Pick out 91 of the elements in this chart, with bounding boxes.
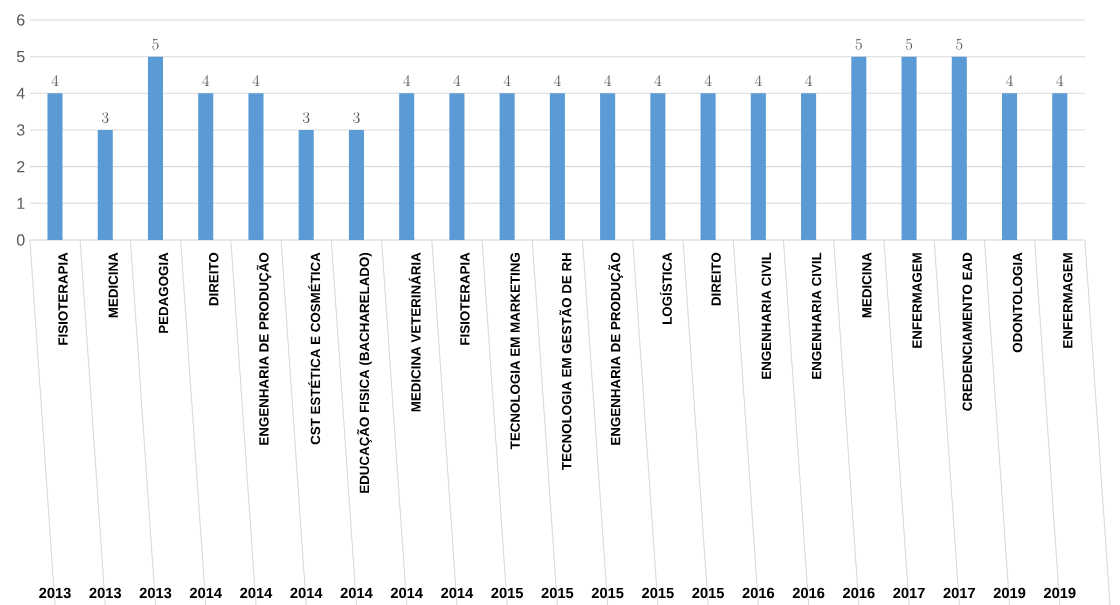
data-label: 5 (855, 38, 862, 50)
bar (851, 56, 867, 240)
text: 2014 (441, 587, 474, 599)
data-label: 4 (202, 75, 210, 86)
data-label: 4 (1006, 75, 1013, 86)
x-tick-label: LOGÍSTICA (659, 252, 672, 324)
text: 2017 (943, 587, 975, 599)
x-tick-label: PEDAGOGIA (158, 252, 169, 333)
x-tick-label: ENFERMAGEM (912, 253, 922, 348)
text: 2015 (591, 587, 624, 599)
bar (248, 93, 264, 240)
bar (47, 93, 63, 240)
bar (348, 129, 364, 240)
x-tick-label: ODONTOLOGIA (1012, 252, 1023, 353)
data-label: 4 (252, 75, 260, 86)
text: 2015 (692, 587, 724, 599)
text: 2015 (491, 587, 524, 599)
y-tick-label: 6 (17, 14, 25, 26)
text: 2013 (89, 587, 122, 599)
text: 2017 (893, 587, 925, 599)
bar (399, 93, 415, 240)
data-label: 5 (152, 38, 159, 50)
bar (1052, 93, 1068, 240)
text: 2016 (843, 587, 875, 599)
text: 2015 (541, 587, 574, 599)
x-tick-label: EDUCAÇÃO FISICA (BACHARELADO) (357, 252, 372, 493)
x-tick-label: MEDICINA (862, 252, 872, 318)
bar (1001, 93, 1018, 240)
y-tick-label: 1 (17, 197, 25, 209)
data-label: 4 (604, 75, 612, 86)
bar (499, 93, 515, 240)
bar (700, 93, 716, 240)
text: 2014 (189, 587, 222, 599)
data-label: 4 (453, 75, 461, 86)
bar (750, 93, 766, 240)
bar (298, 129, 314, 240)
text: 2013 (139, 587, 172, 599)
bar (449, 93, 465, 240)
data-label: 4 (654, 75, 662, 86)
data-label: 3 (101, 111, 109, 123)
y-tick-label: 4 (16, 87, 25, 99)
bar (600, 93, 616, 240)
y-tick-label: 3 (16, 124, 25, 136)
text: 2019 (993, 587, 1026, 599)
data-label: 5 (956, 38, 963, 50)
data-label: 4 (51, 75, 59, 86)
bar (650, 93, 666, 240)
bar (951, 56, 967, 240)
y-tick-label: 2 (17, 161, 25, 173)
text: 2014 (240, 587, 273, 599)
data-label: 4 (503, 75, 511, 86)
text: 2016 (742, 587, 775, 599)
data-label: 3 (302, 111, 310, 123)
x-tick-label: ENFERMAGEM (1063, 253, 1073, 348)
data-label: 4 (403, 75, 411, 86)
data-label: 4 (754, 75, 762, 86)
x-tick-label: ENGENHARIA DE PRODUÇÃO (608, 252, 623, 445)
x-tick-label: CREDENCIAMENTO EAD (962, 252, 973, 411)
x-tick-label: MEDICINA (108, 252, 118, 318)
bar (549, 93, 565, 240)
x-tick-label: ENGENHARIA DE PRODUÇÃO (256, 252, 272, 445)
bar (147, 56, 164, 240)
text: 2016 (792, 587, 825, 599)
text: 2014 (290, 587, 323, 599)
y-tick-label: 5 (16, 51, 25, 63)
x-tick-label: TECNOLOGIA EM GESTÃO DE RH (559, 253, 572, 470)
x-tick-label: DIREITO (209, 252, 219, 306)
x-tick-label: FISIOTERAPIA (460, 252, 470, 345)
data-label: 4 (704, 75, 712, 86)
x-tick-label: DIREITO (711, 252, 721, 306)
data-label: 5 (905, 38, 913, 50)
x-tick-label: FISIOTERAPIA (58, 252, 68, 345)
bar (901, 56, 917, 240)
data-label: 4 (805, 75, 813, 86)
bar (198, 93, 214, 240)
text: 2015 (642, 587, 674, 599)
x-tick-label: ENGENHARIA CIVIL (761, 252, 772, 379)
data-label: 4 (1056, 75, 1064, 86)
text: 2014 (340, 587, 373, 599)
x-tick-label: CST ESTÉTICA E COSMÉTICA (308, 252, 321, 445)
text: 2019 (1043, 587, 1076, 599)
bar (801, 93, 817, 240)
x-tick-label: MEDICINA VETERINÁRIA (408, 252, 421, 412)
data-label: 4 (553, 75, 561, 86)
text: 2014 (390, 587, 423, 599)
text: 2013 (39, 587, 71, 599)
data-label: 3 (353, 111, 360, 123)
bar (97, 129, 113, 240)
x-tick-label: ENGENHARIA CIVIL (811, 252, 822, 379)
x-tick-label: TECNOLOGIA EM MARKETING (510, 253, 520, 450)
y-tick-label: 0 (16, 234, 25, 246)
